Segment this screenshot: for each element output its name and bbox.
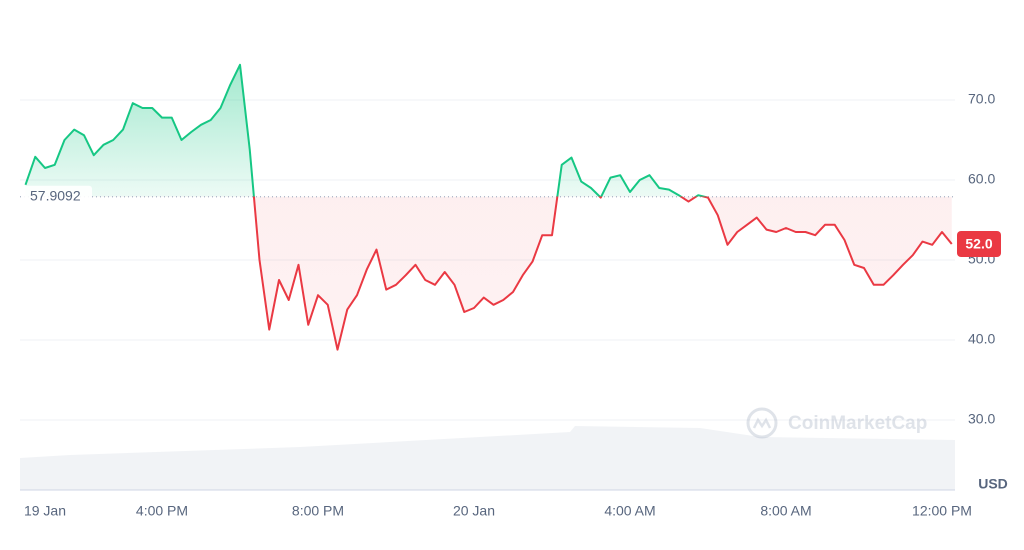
baseline-label: 57.9092 [30,187,81,203]
price-area [25,64,952,350]
x-tick-label: 8:00 AM [760,503,811,519]
watermark: CoinMarketCap [746,407,927,439]
x-tick-label: 20 Jan [453,503,495,519]
watermark-text: CoinMarketCap [788,413,927,434]
baseline-label-box [24,185,92,208]
y-tick-label: 40.0 [968,331,995,347]
y-tick-label: 30.0 [968,411,995,427]
current-price-label: 52.0 [965,236,992,252]
y-axis-label: USD [978,476,1008,492]
x-tick-label: 19 Jan [24,503,66,519]
y-tick-label: 60.0 [968,171,995,187]
y-tick-label: 70.0 [968,91,995,107]
x-tick-label: 4:00 AM [604,503,655,519]
x-tick-label: 12:00 PM [912,503,972,519]
x-tick-label: 8:00 PM [292,503,344,519]
plot: 57.9092 52.0 [20,63,1001,351]
volume-area [20,426,955,490]
current-price-box [957,231,1001,257]
x-tick-label: 4:00 PM [136,503,188,519]
price-line [24,63,953,351]
